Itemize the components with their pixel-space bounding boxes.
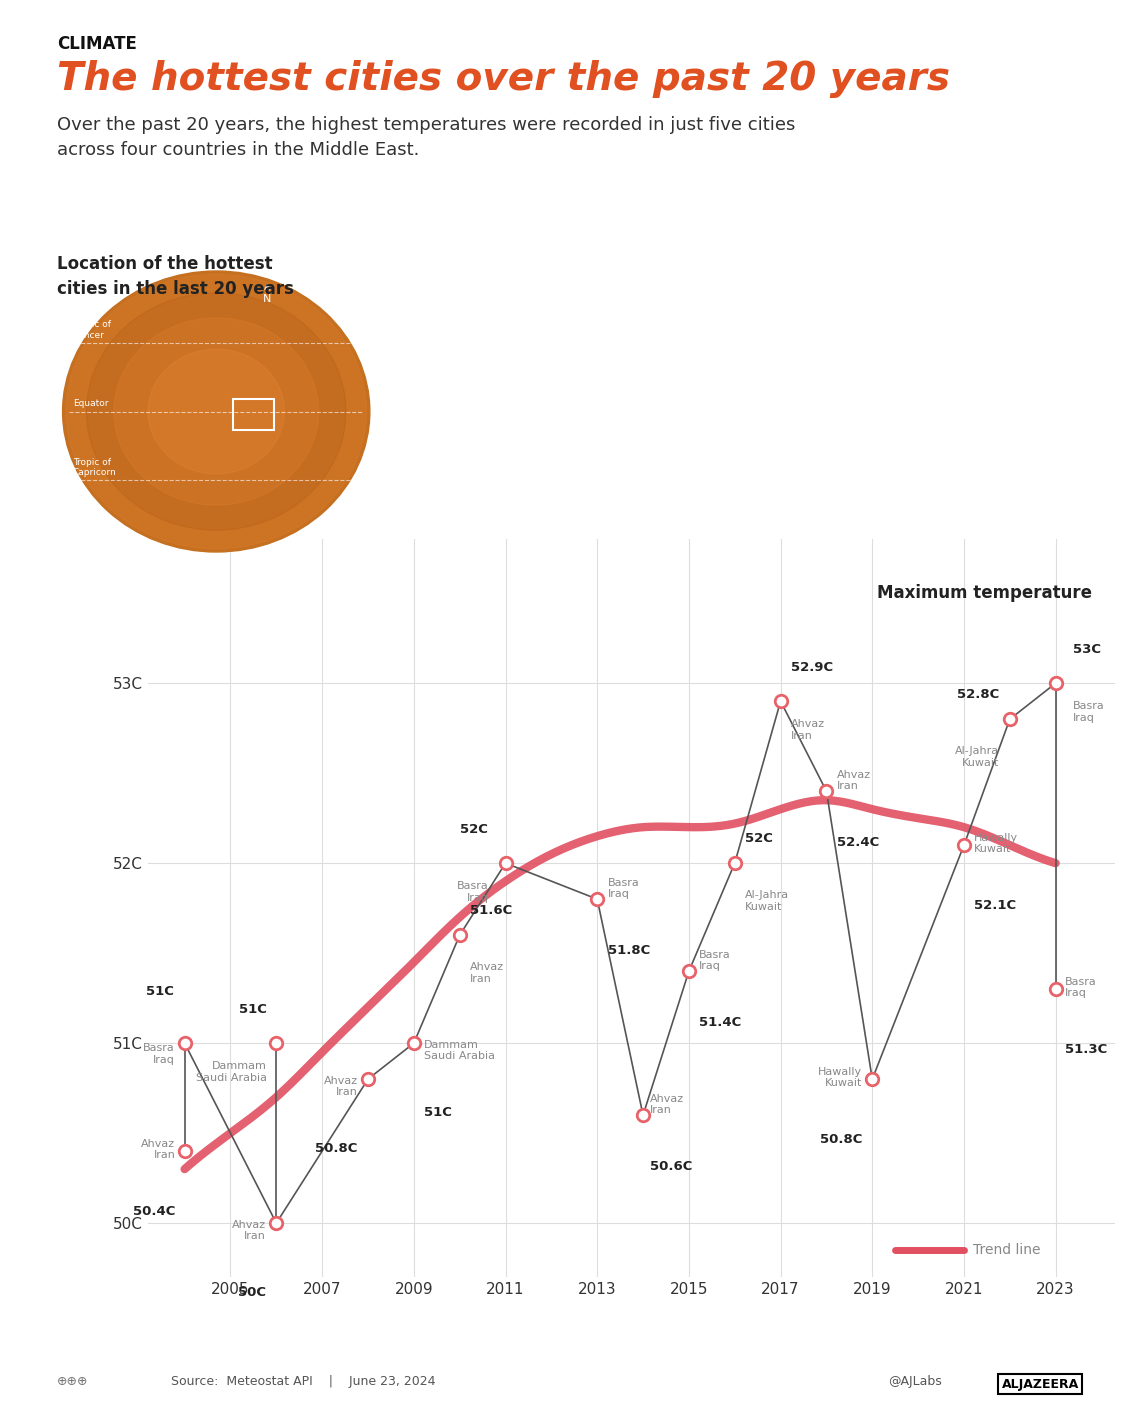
Text: 50C: 50C xyxy=(238,1286,266,1300)
Text: 52.8C: 52.8C xyxy=(957,688,999,701)
Text: Hawally
Kuwait: Hawally Kuwait xyxy=(974,833,1019,854)
Text: 51.4C: 51.4C xyxy=(699,1016,742,1029)
Text: 52.4C: 52.4C xyxy=(836,836,879,849)
Text: 51C: 51C xyxy=(239,1003,267,1016)
Text: 50.4C: 50.4C xyxy=(133,1205,175,1218)
Text: Tropic of
Cancer: Tropic of Cancer xyxy=(73,321,110,339)
Text: N: N xyxy=(263,285,272,304)
Text: Basra
Iraq: Basra Iraq xyxy=(456,881,488,902)
Circle shape xyxy=(66,274,366,549)
Text: Ahvaz
Iran: Ahvaz Iran xyxy=(470,962,504,983)
Text: 52C: 52C xyxy=(745,832,773,846)
Text: Equator: Equator xyxy=(73,399,108,409)
Text: Maximum temperature: Maximum temperature xyxy=(877,585,1092,602)
Text: ⊕⊕⊕: ⊕⊕⊕ xyxy=(57,1375,89,1388)
Text: The hottest cities over the past 20 years: The hottest cities over the past 20 year… xyxy=(57,60,950,98)
Text: Ahvaz
Iran: Ahvaz Iran xyxy=(836,769,871,792)
Circle shape xyxy=(63,271,370,552)
Circle shape xyxy=(148,349,284,474)
Text: Trend line: Trend line xyxy=(973,1243,1040,1257)
Text: Location of the hottest
cities in the last 20 years: Location of the hottest cities in the la… xyxy=(57,255,294,298)
Text: Ahvaz
Iran: Ahvaz Iran xyxy=(323,1076,357,1097)
Circle shape xyxy=(86,292,346,531)
Text: 50.8C: 50.8C xyxy=(819,1134,861,1147)
Text: Al-Jahra
Kuwait: Al-Jahra Kuwait xyxy=(956,746,999,768)
Text: Dammam
Saudi Arabia: Dammam Saudi Arabia xyxy=(196,1061,267,1083)
Text: 51C: 51C xyxy=(424,1107,452,1120)
Text: Hawally
Kuwait: Hawally Kuwait xyxy=(818,1067,861,1088)
Text: Over the past 20 years, the highest temperatures were recorded in just five citi: Over the past 20 years, the highest temp… xyxy=(57,116,795,159)
Text: Basra
Iraq: Basra Iraq xyxy=(699,949,731,971)
Text: Al-Jahra
Kuwait: Al-Jahra Kuwait xyxy=(745,890,789,912)
Circle shape xyxy=(114,318,319,505)
Text: Dammam
Saudi Arabia: Dammam Saudi Arabia xyxy=(424,1040,495,1061)
Text: CLIMATE: CLIMATE xyxy=(57,35,137,54)
Text: Ahvaz
Iran: Ahvaz Iran xyxy=(650,1094,684,1115)
Text: Ahvaz
Iran: Ahvaz Iran xyxy=(232,1219,266,1242)
Text: 51.6C: 51.6C xyxy=(470,904,512,917)
Text: 52.9C: 52.9C xyxy=(791,661,833,674)
Text: 51C: 51C xyxy=(147,985,174,998)
Text: Ahvaz
Iran: Ahvaz Iran xyxy=(141,1138,175,1161)
Text: Source:  Meteostat API    |    June 23, 2024: Source: Meteostat API | June 23, 2024 xyxy=(171,1375,435,1388)
Text: 51.3C: 51.3C xyxy=(1065,1043,1107,1056)
Text: Ahvaz
Iran: Ahvaz Iran xyxy=(791,719,825,741)
Text: Basra
Iraq: Basra Iraq xyxy=(142,1043,174,1064)
Text: 52.1C: 52.1C xyxy=(974,900,1016,912)
Text: Tropic of
Capricorn: Tropic of Capricorn xyxy=(73,458,116,477)
Text: @AJLabs: @AJLabs xyxy=(888,1375,941,1388)
Text: 50.8C: 50.8C xyxy=(315,1142,357,1155)
Text: Basra
Iraq: Basra Iraq xyxy=(608,877,640,900)
Text: ALJAZEERA: ALJAZEERA xyxy=(1001,1378,1079,1391)
Text: Basra
Iraq: Basra Iraq xyxy=(1065,976,1097,998)
Text: 51.8C: 51.8C xyxy=(608,944,650,958)
Text: 50.6C: 50.6C xyxy=(650,1161,692,1174)
Text: 53C: 53C xyxy=(1073,643,1100,656)
Text: Basra
Iraq: Basra Iraq xyxy=(1073,701,1105,722)
Text: 52C: 52C xyxy=(461,823,488,836)
